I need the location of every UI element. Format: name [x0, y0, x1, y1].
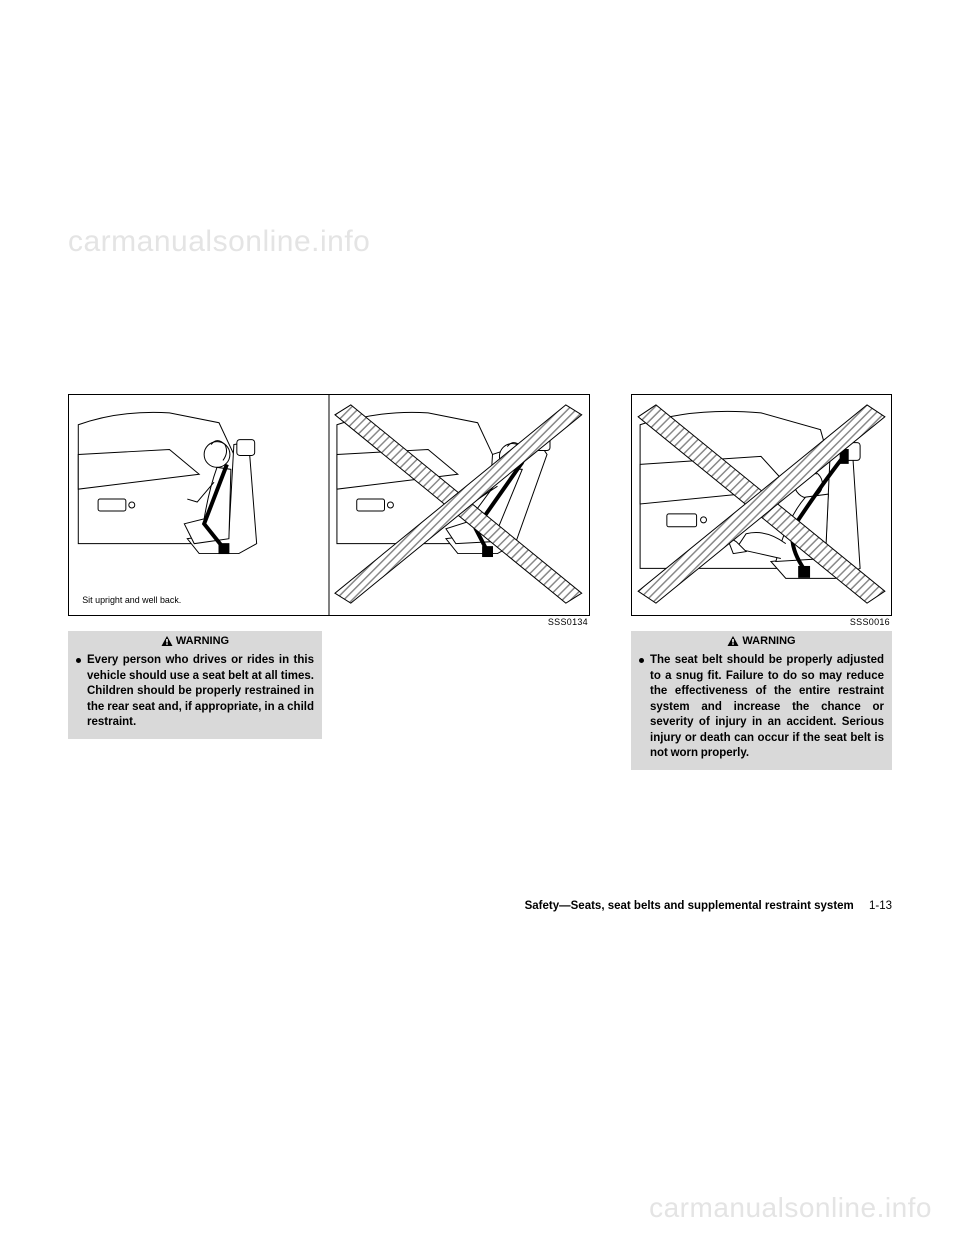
watermark-bottom: carmanualsonline.info	[649, 1192, 932, 1224]
sit-caption: Sit upright and well back.	[82, 595, 181, 605]
figure-right-code: SSS0016	[631, 617, 892, 627]
footer-section: Safety—Seats, seat belts and supplementa…	[525, 900, 854, 912]
footer-page-number: 1-13	[869, 900, 892, 912]
figure-right: SSS0016 WARNING The seat belt should be …	[631, 394, 892, 770]
figure-left: Sit upright and well back.	[68, 394, 590, 770]
warning-label-left: WARNING	[176, 635, 229, 647]
warning-triangle-icon	[161, 635, 173, 647]
figures-row: Sit upright and well back.	[68, 394, 892, 770]
warning-text-left: Every person who drives or rides in this…	[87, 653, 314, 731]
figure-right-svg	[631, 394, 892, 616]
watermark-top: carmanualsonline.info	[68, 225, 370, 259]
bullet-icon	[639, 658, 644, 663]
page-footer: Safety—Seats, seat belts and supplementa…	[525, 900, 892, 912]
warning-bullet-right: The seat belt should be properly adjuste…	[639, 653, 884, 762]
warning-text-right: The seat belt should be properly adjuste…	[650, 653, 884, 762]
figure-left-svg: Sit upright and well back.	[68, 394, 590, 616]
warning-header-left: WARNING	[68, 631, 322, 650]
warning-header-right: WARNING	[631, 631, 892, 650]
warning-triangle-icon	[727, 635, 739, 647]
warning-bullet-left: Every person who drives or rides in this…	[76, 653, 314, 731]
warning-label-right: WARNING	[742, 635, 795, 647]
page-content: Sit upright and well back.	[68, 394, 892, 770]
figure-left-code: SSS0134	[68, 617, 590, 627]
bullet-icon	[76, 658, 81, 663]
warning-body-right: The seat belt should be properly adjuste…	[631, 650, 892, 770]
warning-body-left: Every person who drives or rides in this…	[68, 650, 322, 739]
